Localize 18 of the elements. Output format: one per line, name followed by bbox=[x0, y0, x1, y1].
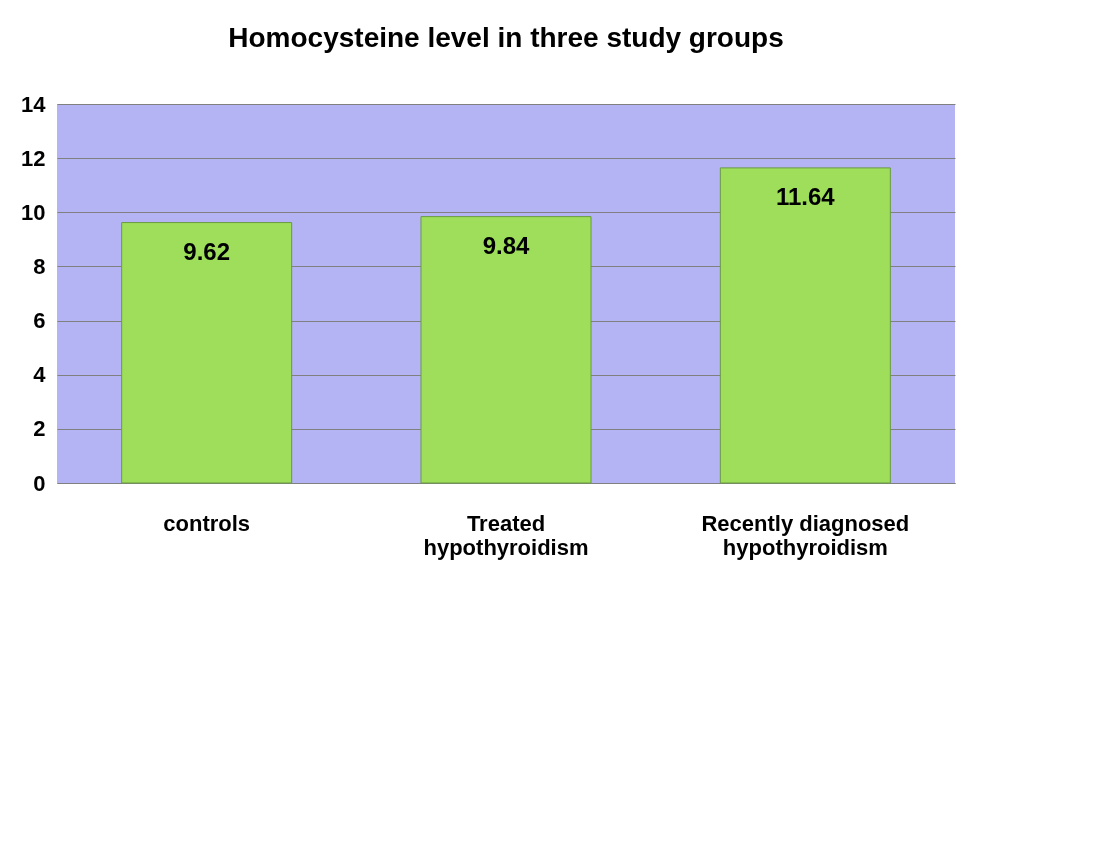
x-tick-label: Treated hypothyroidism bbox=[423, 510, 589, 560]
bar bbox=[121, 222, 293, 484]
data-label: 9.62 bbox=[183, 237, 231, 265]
bar bbox=[420, 216, 592, 484]
data-label: 11.64 bbox=[775, 182, 836, 210]
bar bbox=[719, 167, 891, 484]
x-tick-label: controls bbox=[163, 510, 251, 536]
data-label: 9.84 bbox=[482, 231, 530, 259]
y-tick-label: 10 bbox=[21, 199, 46, 225]
y-tick-label: 4 bbox=[33, 362, 47, 388]
y-tick-label: 6 bbox=[33, 308, 46, 334]
chart-title: Homocysteine level in three study groups bbox=[228, 22, 784, 53]
y-tick-label: 12 bbox=[21, 145, 46, 171]
y-tick-label: 8 bbox=[33, 253, 46, 279]
y-tick-label: 2 bbox=[33, 416, 46, 442]
x-tick-label: Recently diagnosed hypothyroidism bbox=[701, 510, 910, 560]
y-tick-label: 14 bbox=[21, 91, 47, 117]
y-tick-label: 0 bbox=[33, 470, 46, 496]
